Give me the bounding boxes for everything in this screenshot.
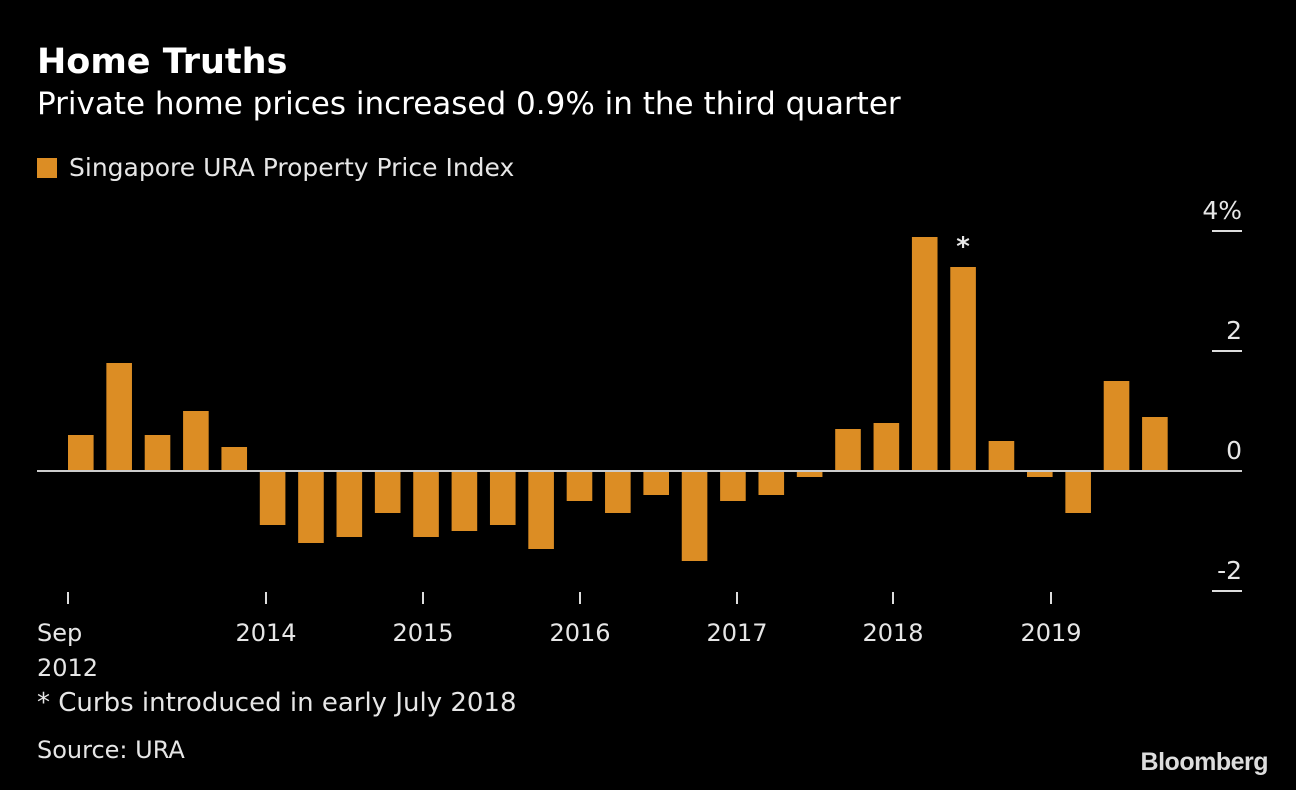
x-tick-label: 2017 — [706, 619, 767, 647]
x-tick-label-year: 2012 — [37, 654, 98, 682]
y-tick-label: 4% — [1202, 196, 1242, 225]
bar — [1142, 417, 1168, 471]
bar — [259, 471, 286, 525]
bar — [451, 471, 478, 531]
bar — [298, 471, 324, 543]
bar — [835, 429, 861, 471]
legend-label: Singapore URA Property Price Index — [69, 153, 515, 182]
bar — [183, 411, 209, 471]
bar — [336, 471, 363, 537]
bar — [1027, 471, 1053, 477]
chart-title: Home Truths — [37, 42, 288, 82]
x-tick-label: 2016 — [549, 619, 610, 647]
bar — [221, 447, 248, 471]
x-tick-label: 2015 — [392, 619, 453, 647]
legend-swatch — [37, 157, 57, 178]
y-tick-label: -2 — [1217, 556, 1242, 585]
bar — [413, 471, 439, 537]
bar — [489, 471, 516, 525]
bar — [528, 471, 554, 549]
bar — [605, 471, 631, 513]
bar — [911, 237, 938, 471]
x-tick-label: 2019 — [1020, 619, 1081, 647]
bar — [374, 471, 401, 513]
bar — [988, 441, 1015, 471]
footnote: * Curbs introduced in early July 2018 — [37, 688, 517, 718]
annotation-asterisk: * — [956, 232, 970, 262]
legend: Singapore URA Property Price Index — [37, 153, 514, 182]
bar — [681, 471, 708, 561]
bar — [1103, 381, 1130, 471]
bar — [566, 471, 593, 501]
y-tick-label: 2 — [1226, 316, 1242, 345]
x-tick-label: Sep — [37, 619, 82, 647]
bar — [106, 363, 132, 471]
bar — [144, 435, 171, 471]
bar — [796, 471, 823, 477]
bar — [68, 435, 94, 471]
chart-subtitle: Private home prices increased 0.9% in th… — [37, 86, 901, 122]
x-tick-label: 2014 — [235, 619, 296, 647]
bar — [1065, 471, 1091, 513]
bar — [758, 471, 785, 495]
bloomberg-logo: Bloomberg — [1140, 748, 1269, 776]
y-tick-label: 0 — [1226, 436, 1242, 465]
bar — [873, 423, 900, 471]
source-note: Source: URA — [37, 736, 185, 764]
bar — [720, 471, 746, 501]
bar — [643, 471, 669, 495]
x-tick-label: 2018 — [862, 619, 923, 647]
bar — [950, 267, 976, 471]
